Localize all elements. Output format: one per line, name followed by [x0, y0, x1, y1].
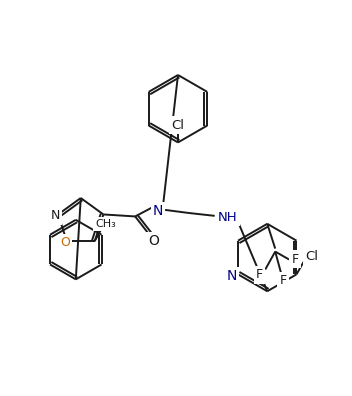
Text: N: N	[153, 204, 163, 219]
Text: F: F	[256, 268, 263, 282]
Text: CH₃: CH₃	[95, 219, 116, 229]
Text: F: F	[291, 253, 298, 266]
Text: N: N	[50, 209, 60, 223]
Text: Cl: Cl	[171, 118, 184, 131]
Text: O: O	[149, 234, 159, 248]
Text: O: O	[60, 236, 70, 249]
Text: F: F	[279, 274, 287, 287]
Text: NH: NH	[218, 211, 237, 224]
Text: N: N	[227, 269, 237, 283]
Text: Cl: Cl	[305, 249, 318, 263]
